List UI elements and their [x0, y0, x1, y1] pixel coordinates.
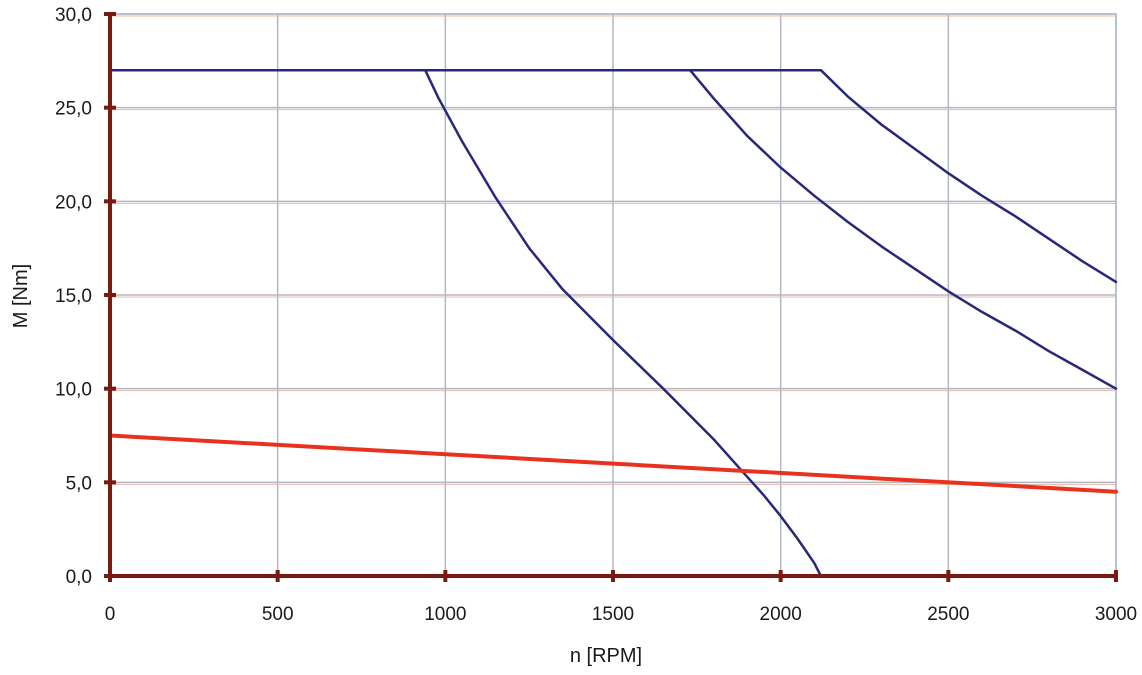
y-tick-label: 15,0 [55, 286, 92, 307]
x-tick-label: 1500 [592, 604, 634, 625]
y-tick-label: 20,0 [55, 192, 92, 213]
series-line-1 [108, 68, 823, 578]
tick-labels: 0 500 1000 1500 2000 2500 3000 0,0 5,0 10,0 15,0 20… [55, 5, 1137, 625]
y-tick-label: 5,0 [66, 473, 92, 494]
x-axis-title: n [RPM] [570, 645, 642, 667]
axes [104, 12, 1118, 582]
series-line-4 [108, 433, 1118, 494]
y-tick-label: 25,0 [55, 99, 92, 120]
series-line-2 [108, 68, 1118, 390]
x-tick-label: 1000 [424, 604, 466, 625]
x-tick-label: 500 [262, 604, 294, 625]
series-line-3 [108, 68, 1118, 284]
y-tick-label: 10,0 [55, 380, 92, 401]
x-tick-label: 3000 [1095, 604, 1137, 625]
x-tick-label: 2000 [760, 604, 802, 625]
grid [109, 13, 1117, 577]
x-tick-label: 0 [105, 604, 116, 625]
y-tick-label: 30,0 [55, 5, 92, 26]
y-axis-title: M [Nm] [10, 264, 32, 328]
x-tick-label: 2500 [927, 604, 969, 625]
y-tick-label: 0,0 [66, 567, 92, 588]
series-lines [108, 68, 1118, 578]
